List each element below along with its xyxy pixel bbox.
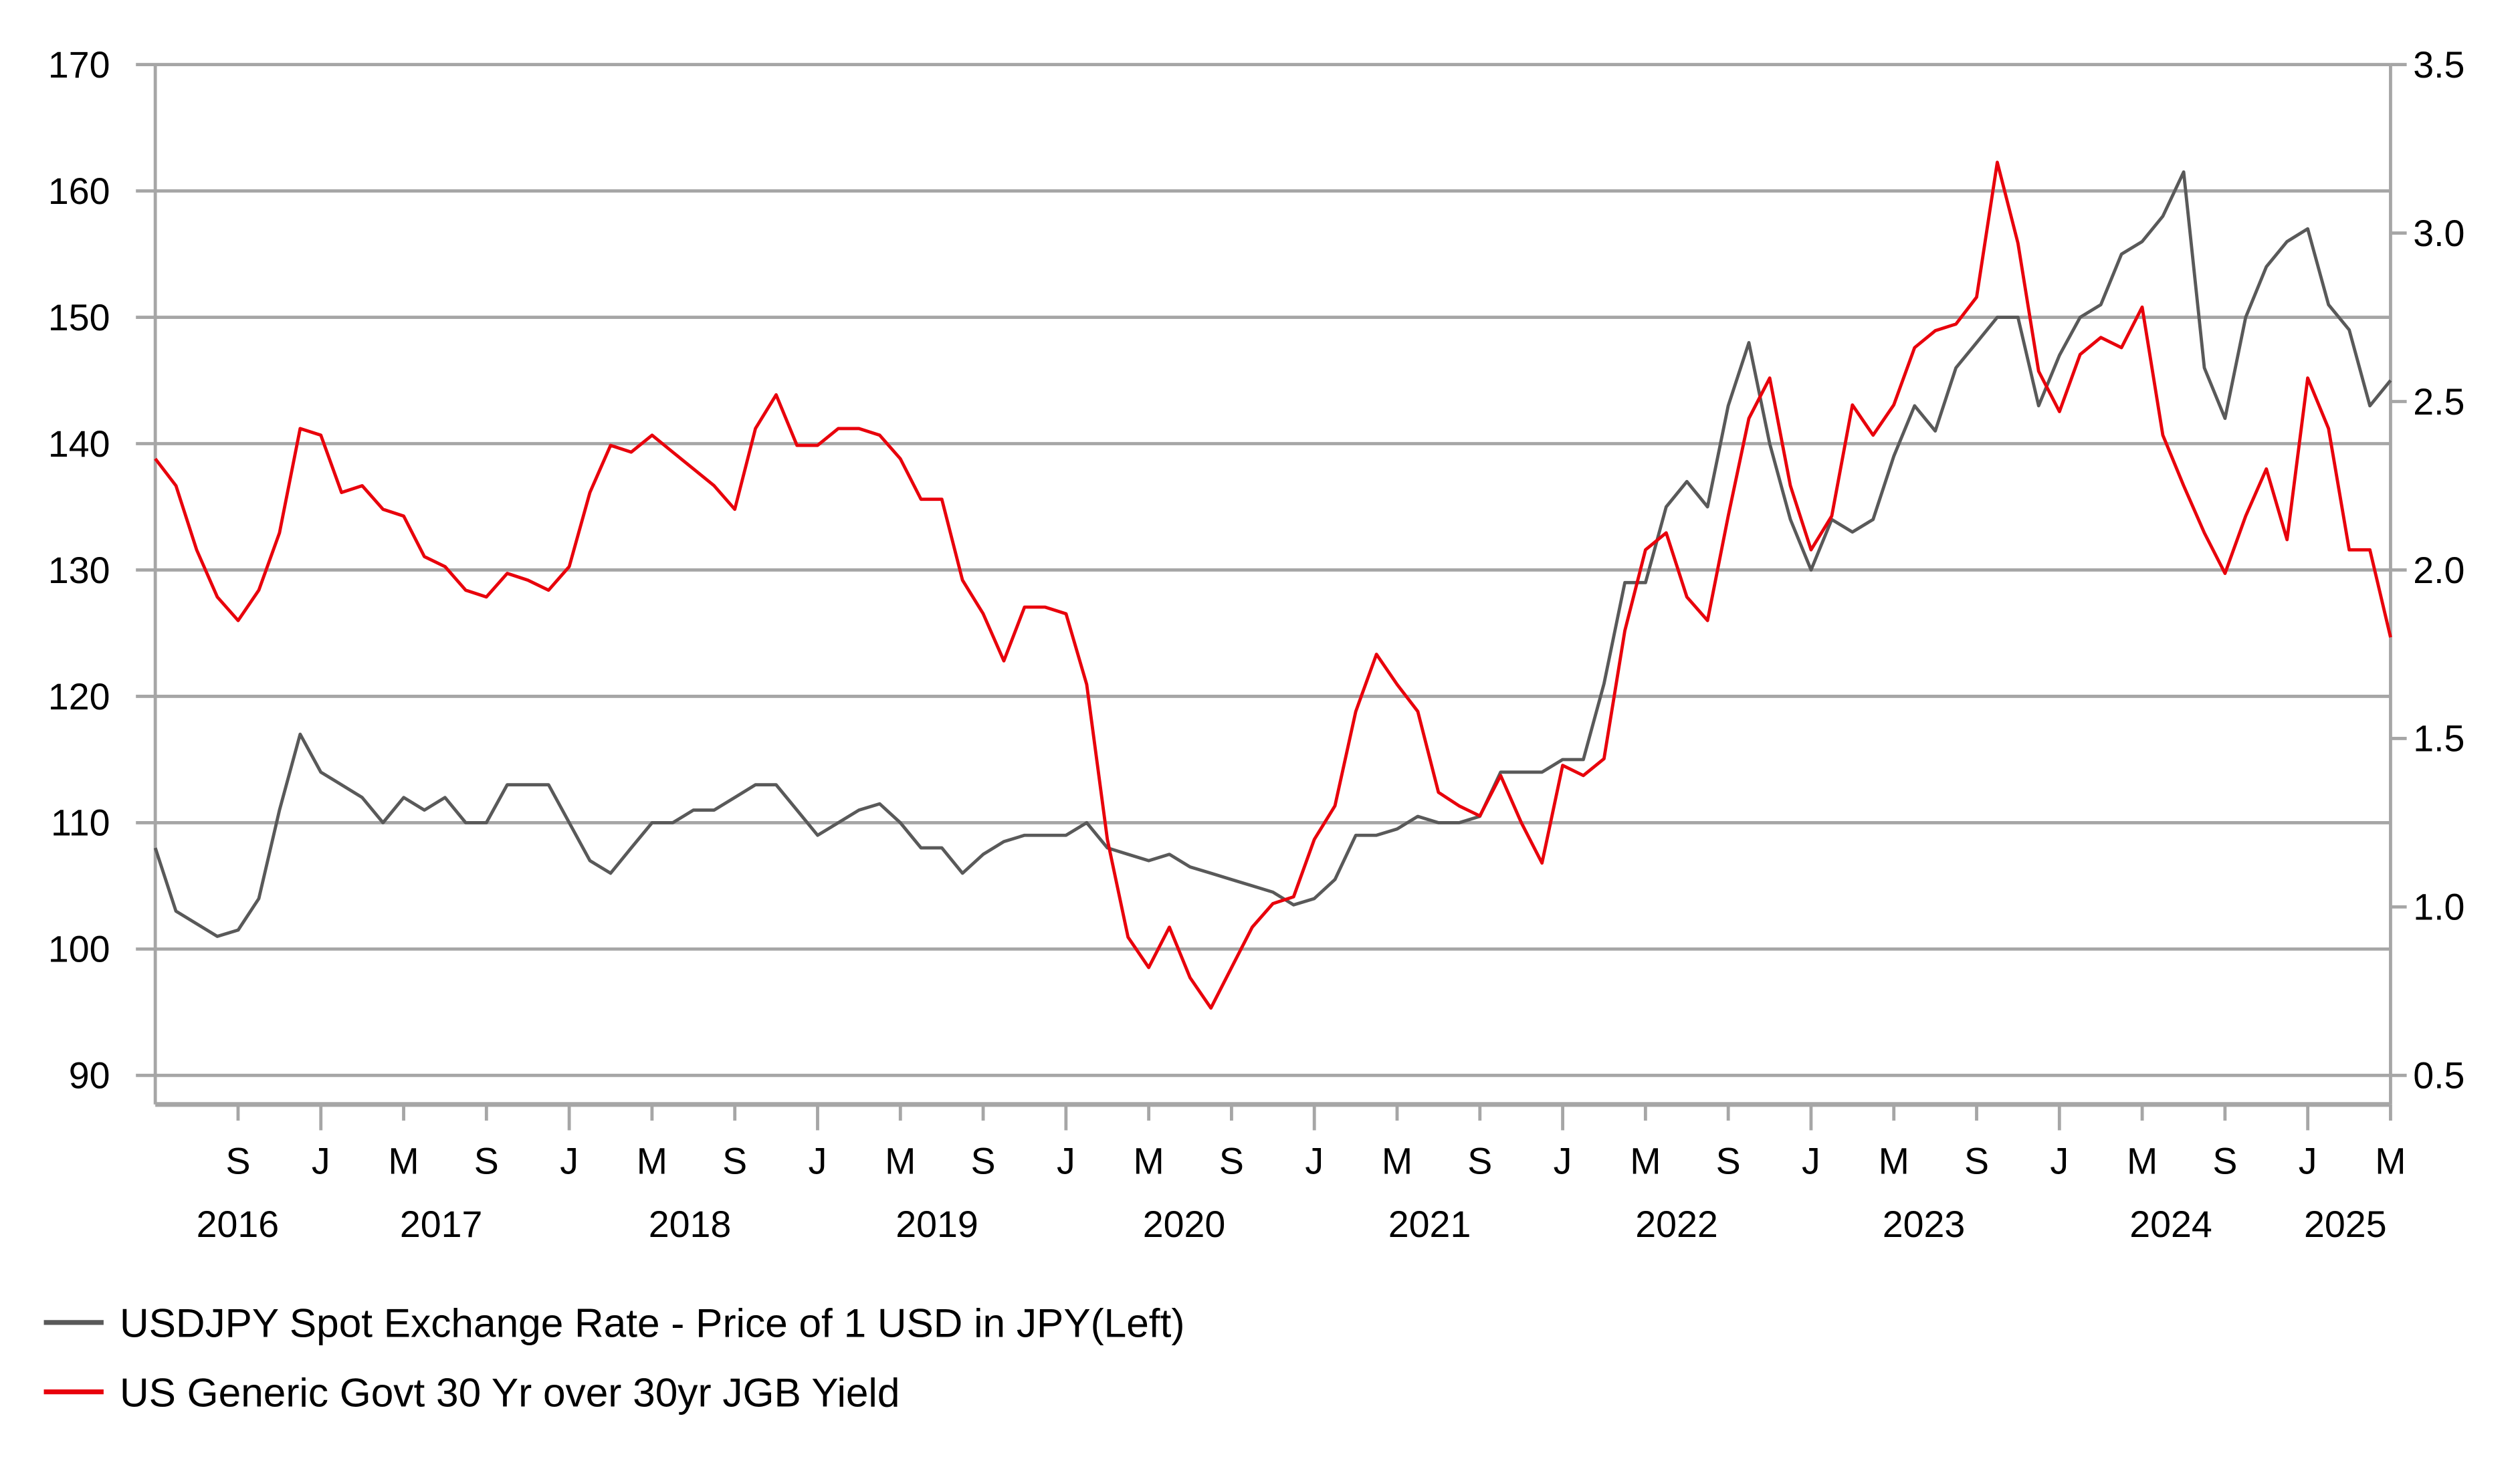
left-tick-label: 170 bbox=[48, 44, 110, 86]
left-axis-tick-labels: 90 100 110 120 130 140 150 160 170 bbox=[48, 44, 110, 1097]
left-tick-label: 110 bbox=[51, 802, 110, 844]
x-year-label: 2021 bbox=[1388, 1204, 1471, 1245]
x-month-label: M bbox=[1134, 1141, 1164, 1182]
series-line-us-jgb-30y-spread bbox=[154, 160, 2392, 1010]
left-tick-label: 130 bbox=[48, 550, 110, 591]
x-month-label: M bbox=[2127, 1141, 2158, 1182]
x-year-label: 2019 bbox=[896, 1204, 978, 1245]
right-tick-label: 3.5 bbox=[2413, 44, 2464, 86]
x-year-label: 2022 bbox=[1635, 1204, 1718, 1245]
x-month-label: S bbox=[971, 1141, 996, 1182]
left-tick-label: 160 bbox=[48, 171, 110, 212]
legend-label-usdjpy: USDJPY Spot Exchange Rate - Price of 1 U… bbox=[120, 1300, 1184, 1346]
x-month-label: M bbox=[1630, 1141, 1661, 1182]
right-tick-label: 3.0 bbox=[2413, 213, 2464, 254]
axes bbox=[153, 63, 2407, 1131]
x-month-label: J bbox=[1057, 1141, 1075, 1182]
x-month-label: M bbox=[1382, 1141, 1412, 1182]
x-month-label: S bbox=[722, 1141, 747, 1182]
x-year-label: 2016 bbox=[197, 1204, 280, 1245]
x-month-label: J bbox=[2299, 1141, 2317, 1182]
x-month-label: J bbox=[560, 1141, 579, 1182]
x-month-label: J bbox=[809, 1141, 827, 1182]
x-year-label: 2018 bbox=[649, 1204, 732, 1245]
right-tick-label: 2.0 bbox=[2413, 550, 2464, 591]
x-month-label: J bbox=[1554, 1141, 1572, 1182]
right-tick-label: 1.5 bbox=[2413, 718, 2464, 760]
x-month-label: M bbox=[388, 1141, 419, 1182]
x-year-label: 2020 bbox=[1143, 1204, 1226, 1245]
legend: USDJPY Spot Exchange Rate - Price of 1 U… bbox=[43, 1300, 1184, 1415]
left-tick-label: 150 bbox=[48, 297, 110, 338]
right-tick-label: 1.0 bbox=[2413, 887, 2464, 928]
series-line-usdjpy bbox=[153, 170, 2392, 938]
series-lines bbox=[153, 160, 2392, 1010]
x-month-label: J bbox=[1802, 1141, 1820, 1182]
x-month-label: S bbox=[225, 1141, 250, 1182]
x-month-label: S bbox=[1467, 1141, 1492, 1182]
left-tick-label: 100 bbox=[48, 929, 110, 970]
left-tick-label: 140 bbox=[48, 423, 110, 465]
right-tick-label: 0.5 bbox=[2413, 1055, 2464, 1097]
x-year-label: 2024 bbox=[2129, 1204, 2212, 1245]
right-axis-tick-labels: 0.5 1.0 1.5 2.0 2.5 3.0 3.5 bbox=[2413, 44, 2464, 1097]
left-tick-label: 90 bbox=[69, 1055, 110, 1097]
x-month-label: M bbox=[885, 1141, 916, 1182]
x-month-label: S bbox=[1964, 1141, 1989, 1182]
x-month-label: S bbox=[1219, 1141, 1244, 1182]
x-month-label: S bbox=[2212, 1141, 2237, 1182]
x-month-label: S bbox=[474, 1141, 499, 1182]
x-month-label: S bbox=[1716, 1141, 1741, 1182]
x-month-label: M bbox=[2375, 1141, 2406, 1182]
x-month-label: M bbox=[1879, 1141, 1909, 1182]
right-tick-label: 2.5 bbox=[2413, 381, 2464, 423]
x-month-label: J bbox=[1305, 1141, 1324, 1182]
x-axis-tick-labels: S J M S J M S J M S J M S J M S J M S J M S J M S J M 2016 2017 2018 2… bbox=[197, 1141, 2406, 1245]
left-tick-label: 120 bbox=[48, 676, 110, 717]
x-year-label: 2023 bbox=[1883, 1204, 1966, 1245]
x-month-label: J bbox=[2050, 1141, 2069, 1182]
x-month-label: M bbox=[637, 1141, 667, 1182]
gridlines bbox=[136, 63, 2391, 1077]
x-month-label: J bbox=[312, 1141, 330, 1182]
legend-label-spread: US Generic Govt 30 Yr over 30yr JGB Yiel… bbox=[120, 1369, 900, 1415]
x-year-label: 2017 bbox=[400, 1204, 483, 1245]
x-year-label: 2025 bbox=[2304, 1204, 2387, 1245]
